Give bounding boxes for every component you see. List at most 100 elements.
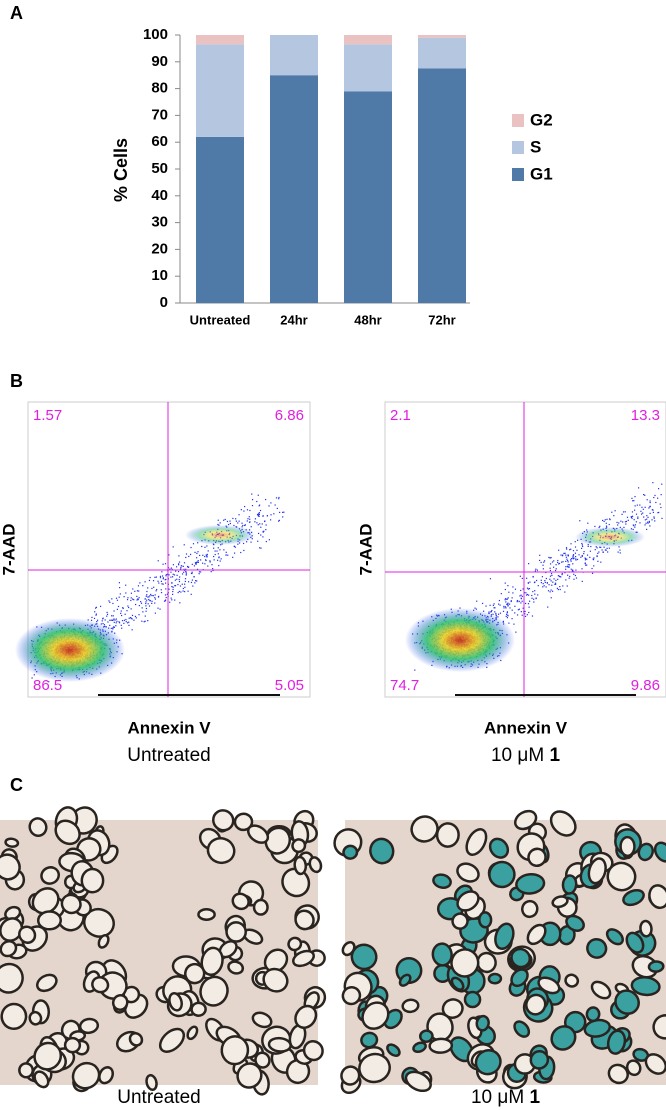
event-dot [639, 522, 641, 524]
event-dot [541, 576, 543, 578]
cell [111, 994, 129, 1011]
cell [648, 884, 666, 910]
event-dot [257, 513, 259, 516]
cell [350, 943, 378, 971]
event-dot [637, 517, 639, 519]
event-dot [133, 619, 135, 621]
cell [550, 1025, 577, 1051]
event-dot [184, 580, 186, 583]
event-dot [562, 561, 564, 563]
event-dot [632, 528, 634, 531]
event-dot [248, 521, 251, 523]
event-dot [136, 599, 138, 601]
event-dot [144, 598, 146, 600]
event-dot [540, 561, 542, 564]
event-dot [549, 563, 552, 565]
event-dot [657, 512, 659, 514]
event-dot [249, 518, 251, 520]
event-dot [196, 568, 199, 570]
event-dot [540, 579, 542, 581]
event-dot [520, 602, 522, 604]
event-dot [654, 520, 656, 522]
event-dot [582, 545, 584, 547]
event-dot [583, 553, 585, 555]
event-dot [170, 576, 172, 578]
event-dot [524, 602, 527, 605]
event-dot [182, 590, 184, 592]
event-dot [259, 509, 262, 512]
cell [561, 874, 578, 895]
event-dot [146, 590, 148, 593]
event-dot [189, 553, 192, 556]
event-dot [549, 575, 552, 577]
event-dot [516, 601, 518, 603]
event-dot [127, 597, 129, 599]
quadrant-value: 2.1 [390, 407, 411, 424]
legend-swatch [512, 141, 524, 154]
event-dot [584, 559, 587, 561]
cell [252, 898, 269, 916]
event-dot [196, 561, 199, 563]
event-dot [145, 607, 148, 610]
event-dot [108, 600, 110, 602]
event-dot [649, 525, 651, 527]
x-tick-label: 48hr [354, 312, 381, 327]
event-dot [195, 561, 198, 563]
event-dot [644, 519, 646, 521]
event-dot [529, 600, 531, 602]
event-dot [232, 517, 234, 520]
event-dot [97, 619, 99, 621]
event-dot [649, 512, 651, 514]
event-dot [642, 512, 644, 514]
event-dot [194, 562, 197, 564]
event-dot [172, 573, 174, 575]
event-dot [185, 573, 187, 575]
event-dot [266, 515, 269, 517]
event-dot [121, 620, 124, 622]
cell [254, 1051, 271, 1069]
event-dot [210, 571, 212, 573]
cell [225, 921, 247, 943]
quadrant-value: 9.86 [631, 677, 660, 694]
event-dot [204, 555, 206, 558]
event-dot [114, 619, 116, 621]
cell [652, 1014, 666, 1040]
event-dot [158, 595, 160, 598]
event-dot [557, 559, 559, 562]
event-dot [233, 524, 235, 527]
event-dot [565, 579, 567, 581]
event-dot [257, 532, 260, 535]
cell [513, 809, 538, 831]
event-dot [185, 571, 187, 573]
event-dot [134, 615, 137, 618]
event-dot [631, 511, 634, 513]
event-dot [631, 497, 633, 499]
cell [33, 1041, 63, 1071]
event-dot [94, 607, 97, 609]
y-tick-label: 20 [151, 240, 168, 257]
density-core [575, 527, 645, 547]
event-dot [591, 572, 594, 574]
event-dot [618, 546, 620, 548]
event-dot [537, 594, 539, 596]
event-dot [125, 618, 127, 621]
event-dot [178, 555, 180, 557]
event-dot [195, 563, 197, 565]
event-dot [213, 555, 215, 558]
event-dot [517, 609, 519, 611]
event-dot [559, 586, 561, 588]
event-dot [604, 549, 607, 551]
event-dot [206, 556, 208, 558]
event-dot [170, 567, 172, 569]
event-dot [624, 521, 627, 523]
event-dot [113, 621, 115, 623]
event-dot [625, 520, 628, 523]
event-dot [507, 605, 509, 607]
event-dot [567, 566, 569, 568]
event-dot [259, 523, 261, 525]
event-dot [258, 512, 260, 514]
event-dot [505, 607, 507, 609]
event-dot [642, 508, 644, 510]
event-dot [590, 545, 592, 548]
event-dot [549, 557, 551, 559]
